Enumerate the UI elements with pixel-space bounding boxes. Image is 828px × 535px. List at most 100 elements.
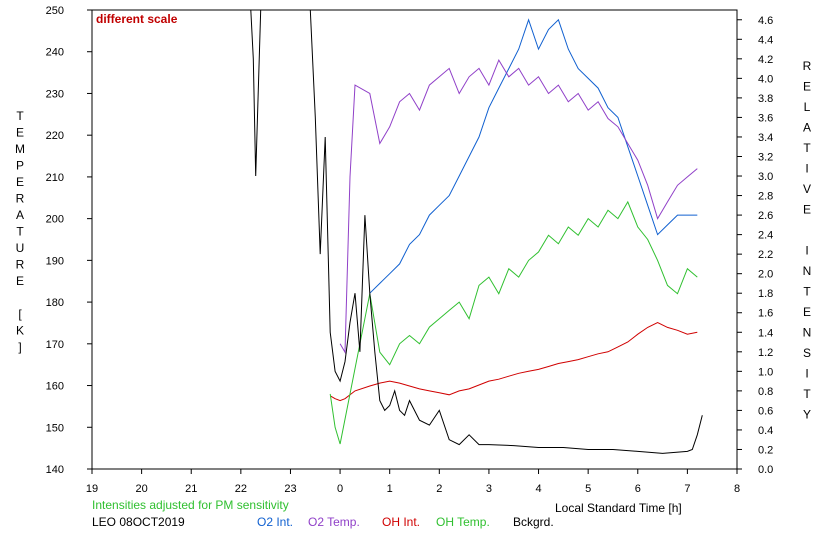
legend-item-oh-temp: OH Temp. (436, 515, 490, 529)
right-tick-label: 3.6 (758, 112, 773, 124)
left-axis-ticks: 140 150 160 170 180 190 200 210 220 230 240 250 (46, 5, 92, 476)
series-line-o2-int (369, 18, 698, 294)
right-tick-label: 4.2 (758, 54, 773, 66)
right-tick-label: 4.6 (758, 15, 773, 27)
left-tick-label: 240 (46, 47, 64, 59)
x-tick-label: 0 (337, 483, 343, 495)
x-tick-label: 1 (387, 483, 393, 495)
legend-item-oh-int: OH Int. (382, 515, 420, 529)
series-line-oh-temp (329, 200, 698, 445)
axis-label-letter: [ (18, 307, 22, 321)
x-tick-label: 19 (86, 483, 98, 495)
left-tick-label: 220 (46, 130, 64, 142)
axis-label-letter: R (16, 192, 25, 206)
axis-label-letter: A (803, 121, 811, 135)
axis-label-letter: E (803, 305, 811, 319)
right-tick-label: 4.4 (758, 34, 773, 46)
series-layer (250, 9, 703, 454)
axis-label-letter: Y (803, 408, 811, 422)
axis-label-letter: T (16, 225, 24, 239)
right-tick-label: 3.8 (758, 93, 773, 105)
series-line-oh-int (329, 321, 698, 402)
station-date: LEO 08OCT2019 (92, 515, 185, 529)
axis-label-letter: A (16, 208, 24, 222)
right-tick-label: 0.0 (758, 464, 773, 476)
right-tick-label: 2.8 (758, 191, 773, 203)
series-line-bckgrd (250, 9, 703, 454)
sensitivity-note: Intensities adjusted for PM sensitivity (92, 498, 289, 512)
legend-item-o2-int: O2 Int. (257, 515, 293, 529)
left-tick-label: 170 (46, 339, 64, 351)
left-tick-label: 140 (46, 464, 64, 476)
right-tick-label: 2.4 (758, 230, 773, 242)
axis-label-letter: U (16, 241, 25, 255)
right-tick-label: 2.0 (758, 269, 773, 281)
right-tick-label: 2.2 (758, 249, 773, 261)
x-tick-label: 20 (135, 483, 147, 495)
right-tick-label: 2.6 (758, 210, 773, 222)
right-tick-label: 3.2 (758, 151, 773, 163)
x-tick-label: 7 (684, 483, 690, 495)
x-tick-label: 3 (486, 483, 492, 495)
x-tick-label: 6 (635, 483, 641, 495)
right-axis-ticks: 0.0 0.2 0.4 0.6 0.8 1.0 1.2 1.4 1.6 1.8 2.0 2.2 2.4 2… (737, 15, 773, 476)
left-tick-label: 160 (46, 381, 64, 393)
left-tick-label: 180 (46, 297, 64, 309)
right-tick-label: 0.4 (758, 425, 773, 437)
axis-label-letter: N (803, 264, 812, 278)
plot-frame (91, 9, 738, 470)
axis-label-letter: R (16, 258, 25, 272)
axis-label-letter: E (16, 175, 24, 189)
x-axis-ticks: 19 20 21 22 23 0 1 2 3 4 5 6 7 8 (86, 469, 740, 495)
right-tick-label: 1.4 (758, 327, 773, 339)
left-tick-label: 230 (46, 88, 64, 100)
x-tick-label: 4 (535, 483, 541, 495)
left-tick-label: 250 (46, 5, 64, 17)
axis-label-letter: E (16, 274, 24, 288)
x-tick-label: 22 (235, 483, 247, 495)
axis-label-letter: E (803, 80, 811, 94)
legend-item-o2-temp: O2 Temp. (308, 515, 360, 529)
right-tick-label: 1.0 (758, 366, 773, 378)
axis-label-letter: L (804, 100, 811, 114)
x-tick-label: 2 (436, 483, 442, 495)
right-tick-label: 4.0 (758, 73, 773, 85)
left-tick-label: 150 (46, 422, 64, 434)
axis-label-letter: M (15, 142, 25, 156)
axis-label-letter: N (803, 326, 812, 340)
axis-label-letter: V (803, 182, 811, 196)
x-tick-label: 21 (185, 483, 197, 495)
axis-label-letter: E (16, 126, 24, 140)
axis-label-letter: S (803, 346, 811, 360)
right-tick-label: 3.4 (758, 132, 773, 144)
right-tick-label: 0.8 (758, 386, 773, 398)
axis-label-letter: P (16, 159, 24, 173)
legend-item-bckgrd: Bckgrd. (513, 515, 554, 529)
right-tick-label: 1.6 (758, 308, 773, 320)
axis-label-letter: I (805, 162, 808, 176)
axis-label-letter: K (16, 324, 24, 338)
right-tick-label: 3.0 (758, 171, 773, 183)
axis-label-letter: R (803, 59, 812, 73)
series-line-o2-temp (339, 58, 698, 354)
legend: O2 Int. O2 Temp. OH Int. OH Temp. Bckgrd. (257, 515, 554, 529)
left-tick-label: 210 (46, 172, 64, 184)
axis-label-letter: E (803, 203, 811, 217)
x-tick-label: 23 (284, 483, 296, 495)
x-tick-label: 5 (585, 483, 591, 495)
right-tick-label: 0.2 (758, 444, 773, 456)
axis-label-letter: I (805, 367, 808, 381)
right-tick-label: 1.2 (758, 347, 773, 359)
annotation-different-scale: different scale (96, 12, 178, 26)
axis-label-letter: T (16, 109, 24, 123)
axis-label-letter: T (803, 387, 811, 401)
right-tick-label: 1.8 (758, 288, 773, 300)
left-tick-label: 200 (46, 214, 64, 226)
x-axis-label: Local Standard Time [h] (555, 501, 682, 515)
left-tick-label: 190 (46, 255, 64, 267)
axis-label-letter: I (805, 244, 808, 258)
axis-label-letter: ] (18, 340, 21, 354)
